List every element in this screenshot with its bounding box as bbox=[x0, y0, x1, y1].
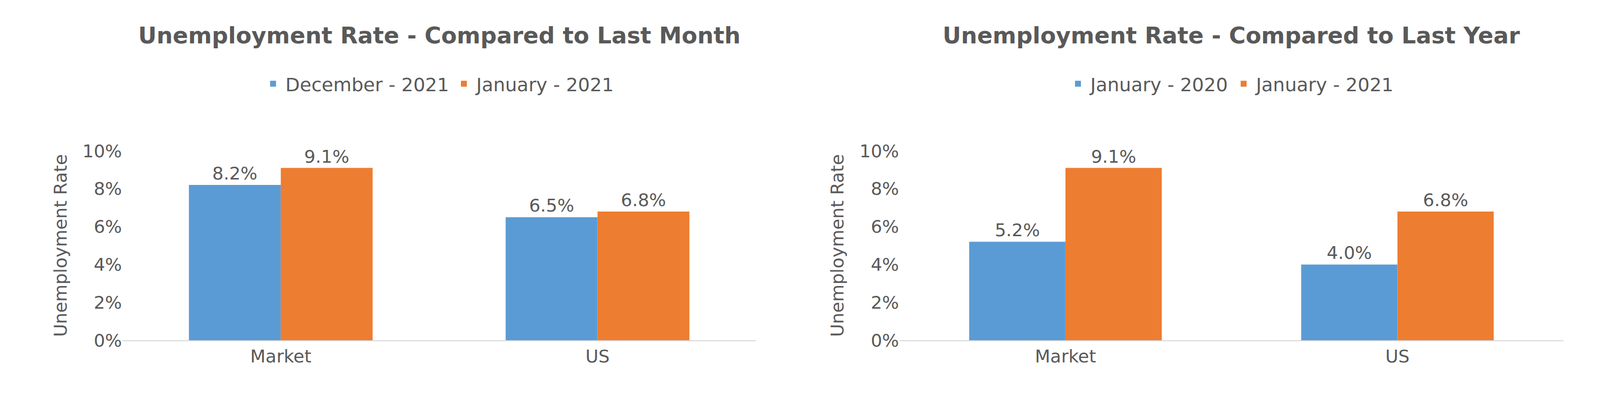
svg-text:0%: 0% bbox=[870, 330, 899, 351]
svg-text:6%: 6% bbox=[93, 216, 122, 237]
svg-text:January - 2021: January - 2021 bbox=[475, 74, 614, 96]
svg-text:9.1%: 9.1% bbox=[304, 146, 349, 167]
svg-text:December - 2021: December - 2021 bbox=[285, 74, 450, 96]
svg-text:8%: 8% bbox=[870, 178, 899, 199]
svg-text:January - 2021: January - 2021 bbox=[1255, 74, 1394, 96]
svg-text:Unemployment Rate - Compared t: Unemployment Rate - Compared to Last Yea… bbox=[942, 22, 1521, 49]
svg-text:Market: Market bbox=[250, 346, 312, 367]
svg-text:2%: 2% bbox=[93, 292, 122, 313]
svg-text:4.0%: 4.0% bbox=[1326, 242, 1372, 264]
svg-text:6.8%: 6.8% bbox=[1422, 190, 1468, 211]
svg-text:0%: 0% bbox=[93, 330, 122, 351]
svg-text:6.8%: 6.8% bbox=[620, 190, 666, 211]
svg-text:2%: 2% bbox=[870, 292, 899, 313]
svg-text:6.5%: 6.5% bbox=[529, 195, 574, 216]
svg-text:10%: 10% bbox=[82, 141, 122, 162]
svg-text:Market: Market bbox=[1034, 346, 1097, 367]
svg-text:US: US bbox=[585, 346, 610, 367]
svg-text:5.2%: 5.2% bbox=[994, 220, 1040, 241]
svg-text:4%: 4% bbox=[870, 254, 899, 275]
svg-text:8%: 8% bbox=[93, 178, 122, 199]
svg-text:Unemployment Rate - Compared t: Unemployment Rate - Compared to Last Mon… bbox=[138, 22, 741, 49]
svg-text:Unemployment Rate: Unemployment Rate bbox=[827, 154, 848, 338]
svg-text:January - 2020: January - 2020 bbox=[1089, 74, 1228, 96]
svg-text:9.1%: 9.1% bbox=[1091, 146, 1137, 167]
svg-text:8.2%: 8.2% bbox=[212, 163, 258, 184]
svg-text:6%: 6% bbox=[870, 216, 899, 237]
svg-text:Unemployment Rate: Unemployment Rate bbox=[50, 154, 71, 338]
svg-text:10%: 10% bbox=[859, 141, 900, 162]
svg-text:US: US bbox=[1385, 346, 1410, 367]
svg-text:4%: 4% bbox=[93, 254, 122, 275]
